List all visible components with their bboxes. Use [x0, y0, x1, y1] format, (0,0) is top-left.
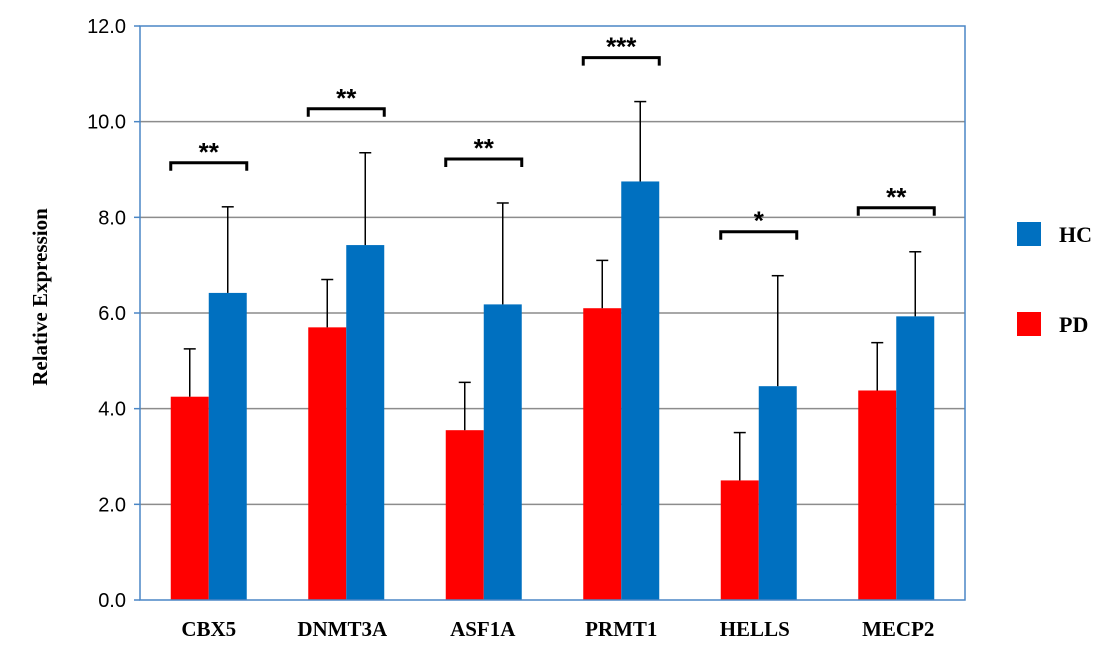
significance-bracket: [169, 161, 249, 171]
y-tick-label: 12.0: [87, 16, 126, 38]
y-tick-label: 2.0: [98, 494, 126, 516]
significance-label: *: [754, 206, 765, 236]
y-axis-ticks: 0.0 2.0 4.0 6.0 8.0 10.0 12.0: [87, 16, 140, 612]
bar-pd-prmt1: [583, 308, 622, 600]
x-axis-labels: CBX5 DNMT3A ASF1A PRMT1 HELLS MECP2: [181, 617, 934, 641]
x-category-label: ASF1A: [450, 617, 516, 641]
significance-label: **: [336, 83, 357, 113]
legend-label-pd: PD: [1059, 312, 1088, 337]
bar-pd-cbx5: [170, 396, 209, 600]
bars: [170, 181, 935, 601]
significance-label: **: [474, 133, 495, 163]
bar-hc-prmt1: [621, 181, 660, 601]
y-tick-label: 8.0: [98, 207, 126, 229]
legend-swatch-hc: [1017, 222, 1041, 246]
x-category-label: PRMT1: [585, 617, 657, 641]
significance-label: **: [886, 182, 907, 212]
error-bars: [183, 100, 922, 481]
significance-bracket: [444, 157, 524, 167]
significance-bracket: [581, 56, 661, 66]
y-tick-label: 6.0: [98, 303, 126, 325]
significance-bracket: [306, 107, 386, 117]
y-tick-label: 4.0: [98, 399, 126, 421]
significance-label: ***: [606, 32, 637, 62]
bar-hc-mecp2: [896, 316, 935, 600]
legend-label-hc: HC: [1059, 222, 1092, 247]
y-tick-label: 0.0: [98, 590, 126, 612]
bar-hc-asf1a: [483, 304, 522, 600]
x-category-label: MECP2: [862, 617, 934, 641]
y-axis-title: Relative Expression: [28, 208, 52, 386]
legend: HC PD: [1017, 222, 1092, 337]
bar-hc-dnmt3a: [346, 245, 385, 600]
x-category-label: DNMT3A: [297, 617, 388, 641]
significance-label: **: [199, 137, 220, 167]
bar-pd-asf1a: [445, 430, 484, 600]
bar-pd-mecp2: [858, 390, 897, 600]
y-tick-label: 10.0: [87, 112, 126, 134]
x-category-label: CBX5: [181, 617, 236, 641]
significance-bracket: [856, 206, 936, 216]
gridlines: [140, 120, 965, 506]
legend-swatch-pd: [1017, 312, 1041, 336]
bar-pd-hells: [720, 480, 759, 600]
bar-hc-cbx5: [208, 292, 247, 600]
x-category-label: HELLS: [720, 617, 790, 641]
bar-pd-dnmt3a: [308, 327, 347, 600]
significance-bracket: [719, 230, 799, 240]
bar-hc-hells: [758, 386, 797, 600]
significance-brackets: ************: [169, 32, 936, 240]
